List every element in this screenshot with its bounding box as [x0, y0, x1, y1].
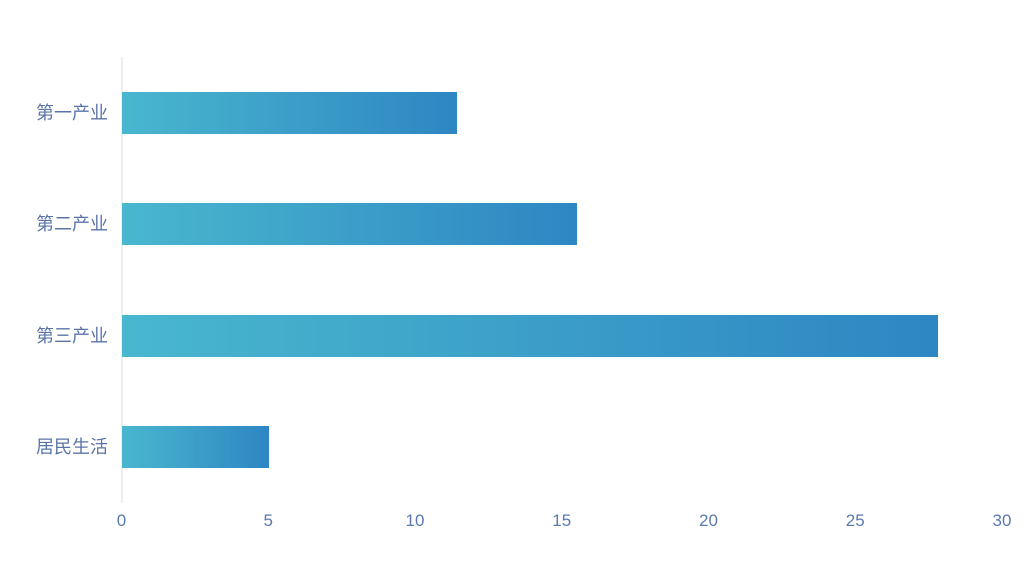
category-label: 第二产业	[36, 214, 108, 235]
bar-第三产业[interactable]	[122, 314, 938, 357]
category-axis-line	[120, 57, 123, 503]
x-tick-label: 20	[699, 511, 718, 530]
x-tick-label: 0	[116, 511, 127, 530]
bar-第二产业[interactable]	[122, 203, 577, 246]
bar-第一产业[interactable]	[122, 91, 457, 134]
bar-居民生活[interactable]	[122, 426, 269, 469]
category-label: 第一产业	[36, 102, 108, 123]
category-label: 第三产业	[36, 325, 108, 346]
x-tick-label: 10	[405, 511, 425, 530]
x-tick-label: 15	[552, 511, 572, 530]
x-tick-label: 5	[263, 511, 273, 530]
category-label: 居民生活	[36, 437, 108, 458]
x-tick-label: 25	[845, 511, 865, 530]
x-tick-label: 30	[992, 511, 1012, 530]
